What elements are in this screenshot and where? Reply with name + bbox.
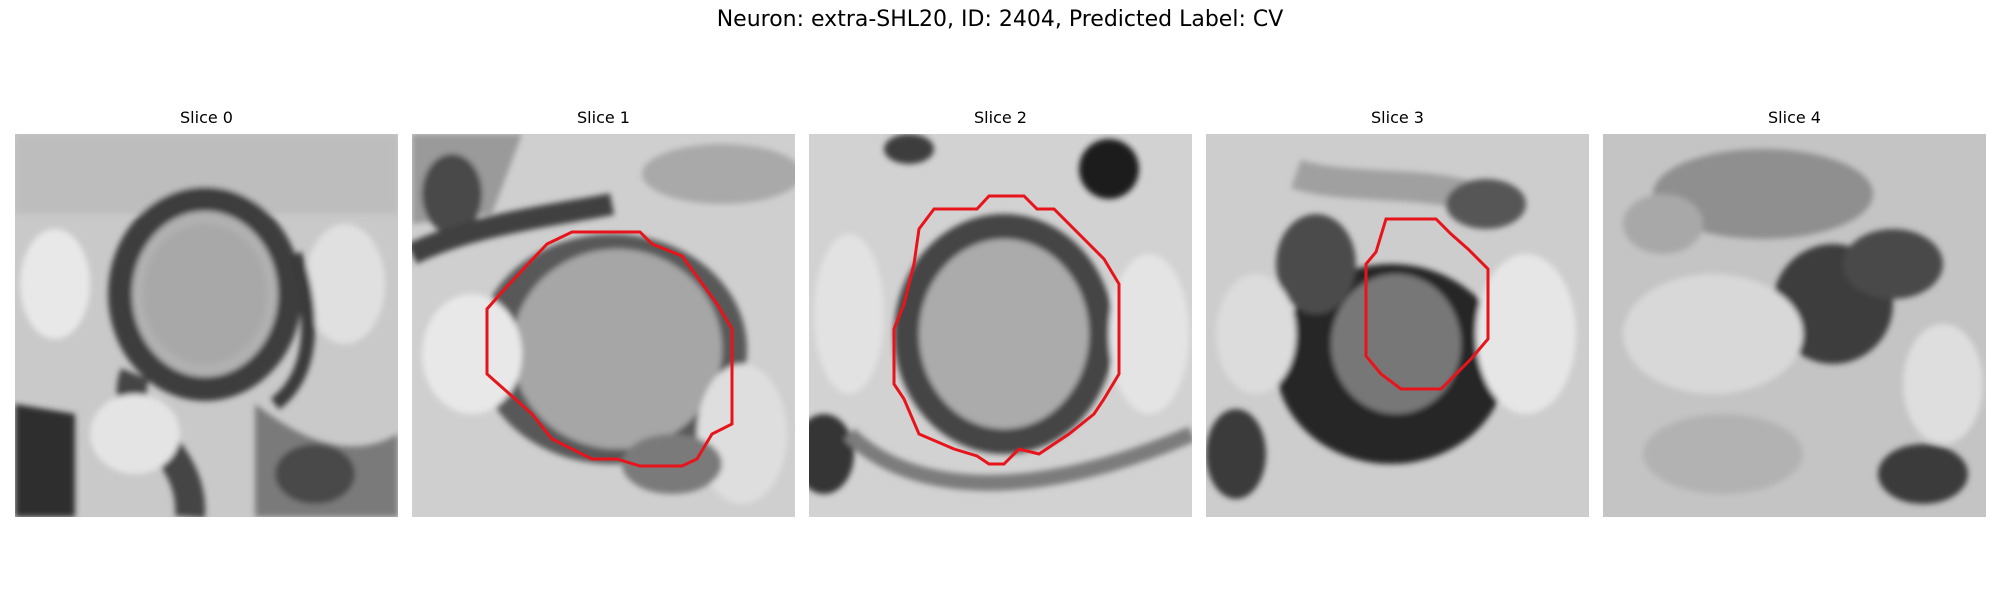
slice-title: Slice 3 <box>1371 108 1424 127</box>
slice-title: Slice 2 <box>974 108 1027 127</box>
slice-title: Slice 0 <box>180 108 233 127</box>
slice-image <box>809 134 1192 517</box>
slice-image <box>412 134 795 517</box>
segmentation-contour <box>1364 217 1490 391</box>
segmentation-contour <box>892 194 1121 466</box>
segmentation-contour <box>485 230 734 468</box>
slice-image <box>15 134 398 517</box>
slice-image <box>1206 134 1589 517</box>
slice-image <box>1603 134 1986 517</box>
figure-title: Neuron: extra-SHL20, ID: 2404, Predicted… <box>716 7 1284 32</box>
slice-title: Slice 4 <box>1768 108 1821 127</box>
slice-title: Slice 1 <box>577 108 630 127</box>
